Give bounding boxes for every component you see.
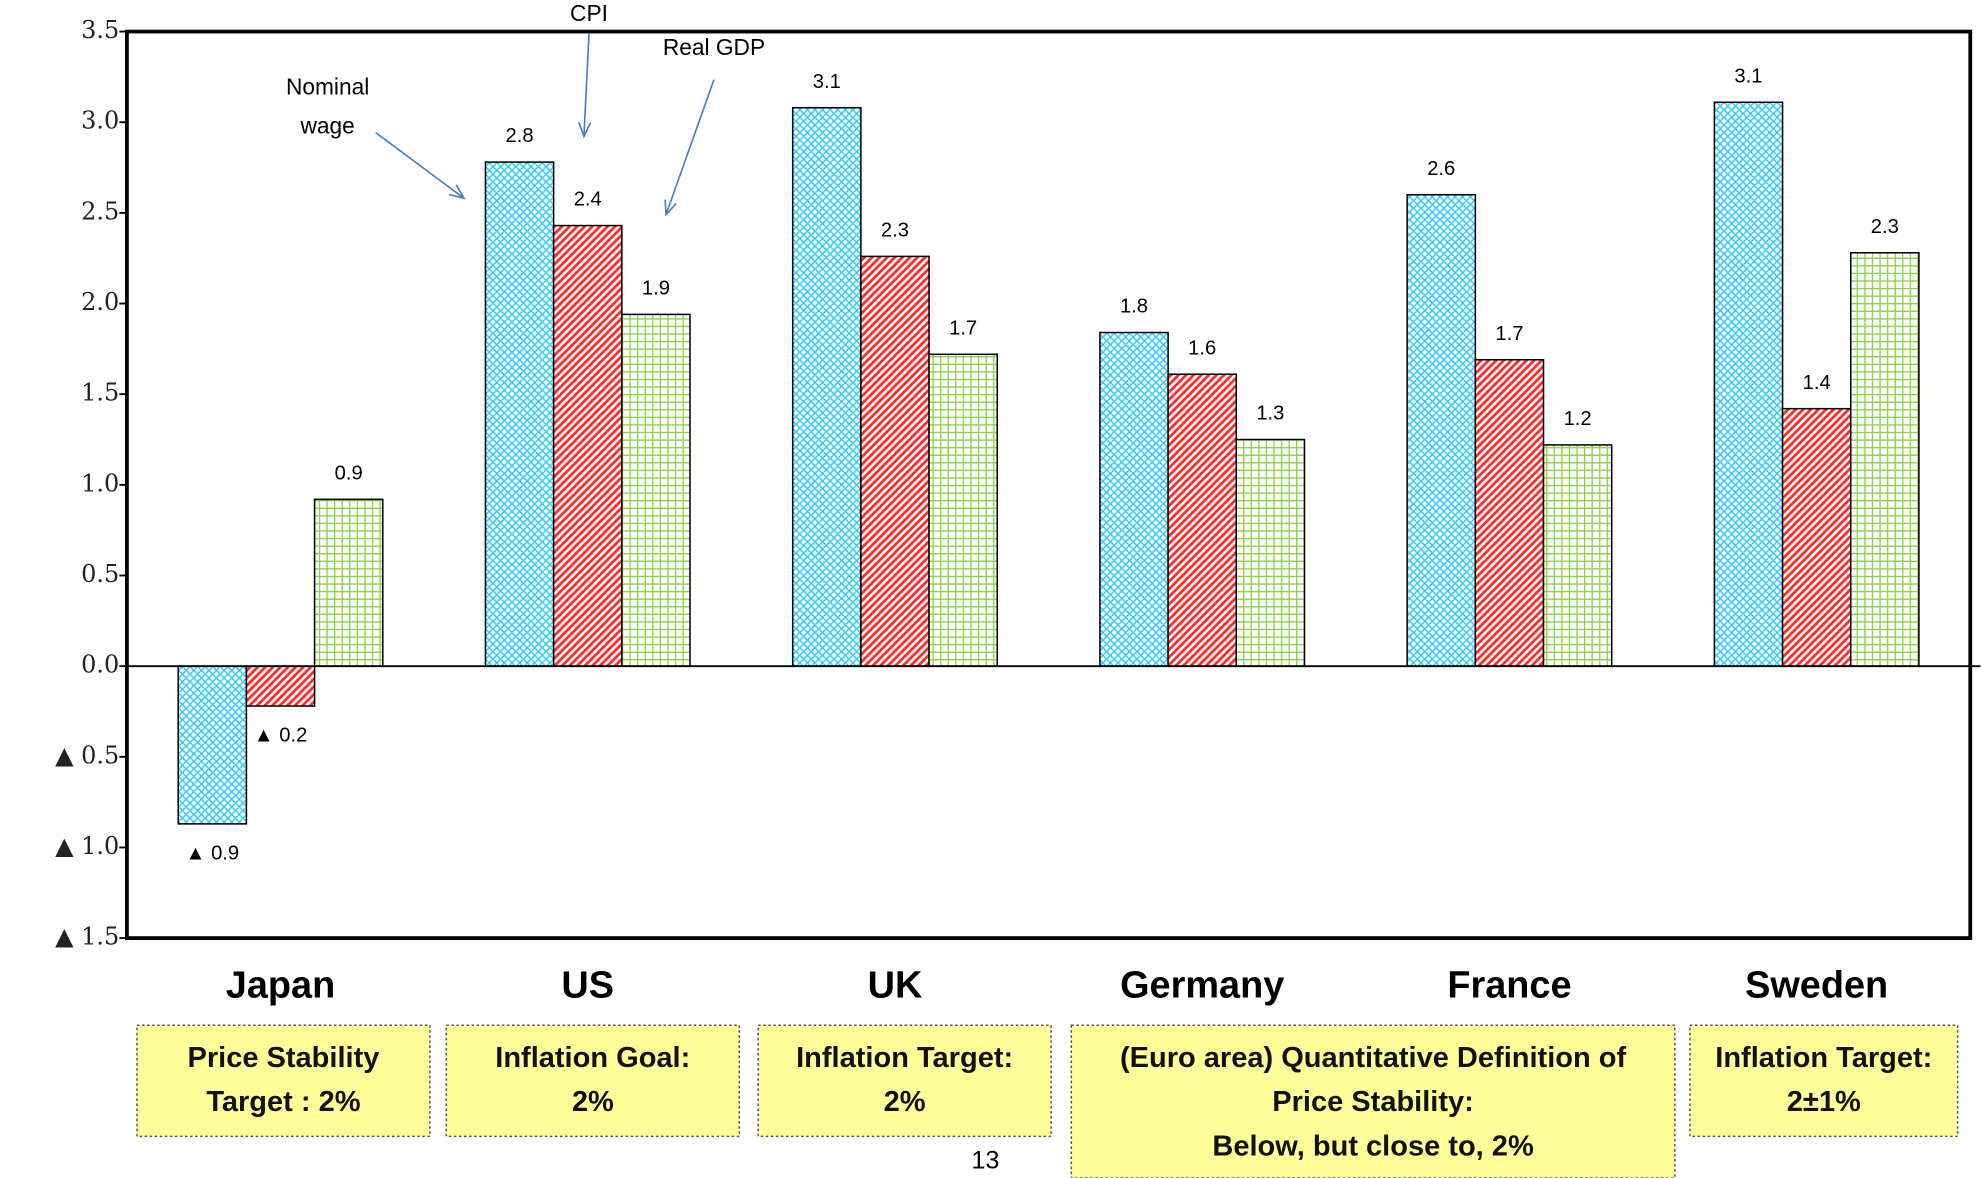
bar [1099,331,1169,667]
value-label: 1.6 [1188,337,1216,359]
value-label: ▲ 0.9 [185,843,239,865]
plot-frame [124,29,1973,941]
x-tick-label: UK [868,964,923,1006]
value-label: 1.4 [1803,372,1831,394]
arrow-head [664,199,677,217]
value-label: 1.7 [1495,323,1523,345]
bar [1849,252,1920,667]
x-tick-label: Japan [226,964,335,1006]
target-box [757,1024,1052,1138]
target-box [1070,1024,1676,1178]
target-text: 2% [884,1086,926,1118]
y-tick-label: 0.5 [81,560,119,588]
value-label: 1.2 [1564,408,1592,430]
target-text: Target : 2% [206,1086,360,1118]
value-label: 2.8 [506,125,534,147]
value-label: 2.3 [881,219,909,241]
annotation-arrow [375,131,465,199]
x-tick-label: US [561,964,614,1006]
target-text: Inflation Target: [1715,1042,1932,1074]
value-label: 3.1 [1734,65,1762,87]
target-box [445,1024,741,1138]
value-label: 2.4 [574,189,602,211]
value-label: 2.3 [1871,216,1899,238]
target-text: 2% [572,1086,614,1118]
bar [791,106,862,667]
bar [1406,193,1477,667]
bar [177,665,248,825]
value-label: 1.3 [1256,403,1284,425]
bar [621,313,691,667]
y-tick-label: 3.5 [81,16,119,44]
target-text: Below, but close to, 2% [1212,1130,1534,1162]
value-label: 1.8 [1120,296,1148,318]
y-tick-label: 2.0 [81,288,119,316]
series-annotation: CPI [570,0,608,26]
x-tick-label: Sweden [1745,964,1888,1006]
bar [1474,358,1545,667]
y-tick-label: ▲ 1.5 [55,923,119,951]
target-box [136,1024,431,1138]
bar [1235,438,1306,667]
y-tick-label: 1.0 [81,469,119,497]
bar [1167,373,1238,667]
y-tick-label: ▲ 1.0 [55,832,119,860]
bar [860,255,930,667]
bar [1713,101,1784,667]
series-annotation: Real GDP [663,34,765,60]
y-tick-label: 1.5 [81,379,119,407]
bar [313,498,384,667]
annotation-arrow [583,34,590,137]
value-label: 3.1 [813,71,841,93]
target-box [1689,1024,1959,1138]
value-label: 1.9 [642,277,670,299]
annotation-arrow [665,79,715,215]
value-label: 0.9 [335,462,363,484]
y-tick-label: 2.5 [81,197,119,225]
target-text: Inflation Goal: [495,1042,690,1074]
bar [245,665,316,707]
y-tick-label: ▲ 0.5 [55,741,119,769]
target-text: Inflation Target: [796,1042,1013,1074]
bar [552,224,623,667]
y-tick-label: 0.0 [81,651,119,679]
value-label: 2.6 [1427,158,1455,180]
bar [1781,407,1852,667]
value-label: 1.7 [949,317,977,339]
bar [1542,444,1613,667]
page-number: 13 [971,1146,999,1174]
arrow-head [449,184,466,200]
target-text: Price Stability: [1272,1086,1474,1118]
series-annotation: Nominal wage [286,73,369,138]
value-label: ▲ 0.2 [254,725,308,747]
target-text: (Euro area) Quantitative Definition of [1120,1042,1627,1074]
x-tick-label: France [1447,964,1571,1006]
arrow-head [577,121,592,139]
y-tick-label: 3.0 [81,107,119,135]
bar [928,353,998,667]
target-text: Price Stability [187,1042,379,1074]
x-tick-label: Germany [1120,964,1284,1006]
target-text: 2±1% [1787,1086,1861,1118]
bar [484,161,555,667]
